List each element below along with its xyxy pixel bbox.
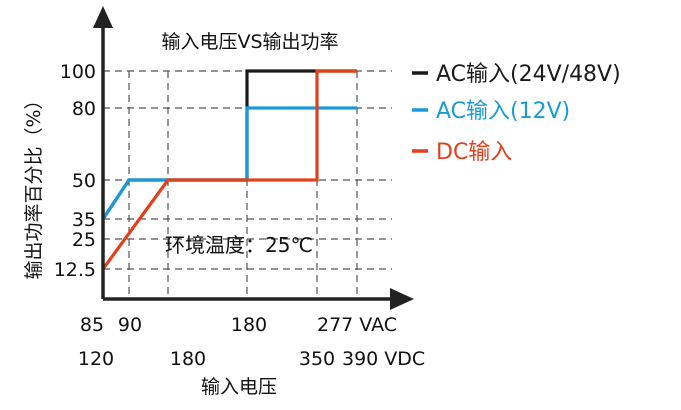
x-tick-label-vac: 277 VAC <box>317 314 397 336</box>
x-axis-title: 输入电压 <box>201 376 277 398</box>
y-tick-label: 25 <box>72 229 96 251</box>
y-axis-arrow <box>93 6 113 28</box>
temperature-annotation: 环境温度：25℃ <box>165 233 313 257</box>
series-line-3 <box>101 69 357 270</box>
legend: AC输入(24V/48V) AC输入(12V) DC输入 <box>412 62 621 165</box>
x-tick-label-vac: 90 <box>118 314 142 336</box>
y-tick-label: 50 <box>72 170 96 192</box>
legend-label-2: AC输入(12V) <box>436 99 570 124</box>
legend-label-3: DC输入 <box>436 140 512 165</box>
x-tick-label-vdc: 350 <box>299 348 335 370</box>
chart-title: 输入电压VS输出功率 <box>161 31 338 53</box>
x-tick-label-vdc: 390 VDC <box>342 348 425 370</box>
y-tick-label: 35 <box>72 209 96 231</box>
y-axis-title: 输出功率百分比（%） <box>23 90 45 279</box>
x-tick-label-vac: 180 <box>231 314 267 336</box>
x-tick-label-vdc: 120 <box>78 348 114 370</box>
series-line-1 <box>101 69 357 220</box>
legend-label-1: AC输入(24V/48V) <box>436 62 621 87</box>
axes <box>93 6 414 310</box>
x-tick-label-vac: 85 <box>80 314 104 336</box>
x-axis-arrow <box>390 288 414 310</box>
y-tick-label: 100 <box>60 61 96 83</box>
series-line-2 <box>101 106 357 220</box>
series-layer <box>101 69 357 270</box>
x-tick-label-vdc: 180 <box>170 348 206 370</box>
y-tick-label: 80 <box>72 98 96 120</box>
y-tick-label: 12.5 <box>54 259 96 281</box>
